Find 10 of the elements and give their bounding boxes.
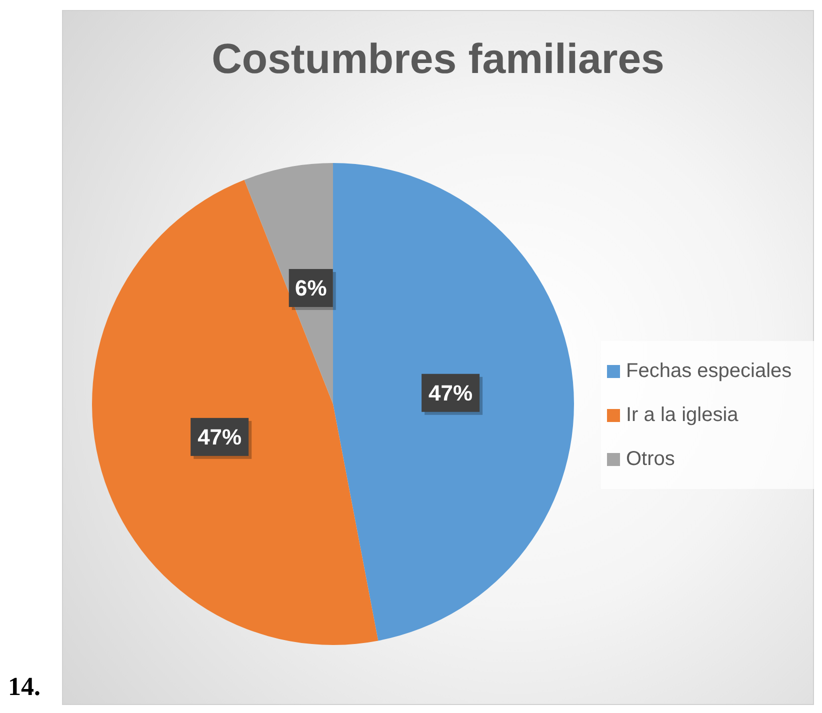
pie-slice [92, 180, 378, 645]
data-label: 47% [198, 424, 242, 450]
pie-slice [333, 163, 574, 641]
data-label: 47% [428, 380, 473, 406]
chart-title: Costumbres familiares [210, 35, 666, 83]
text: 14. [8, 672, 40, 702]
legend-label: Otros [626, 447, 675, 472]
legend-label: Fechas especiales [626, 359, 792, 384]
data-label: 6% [294, 276, 327, 300]
legend-label: Ir a la iglesia [626, 403, 738, 428]
